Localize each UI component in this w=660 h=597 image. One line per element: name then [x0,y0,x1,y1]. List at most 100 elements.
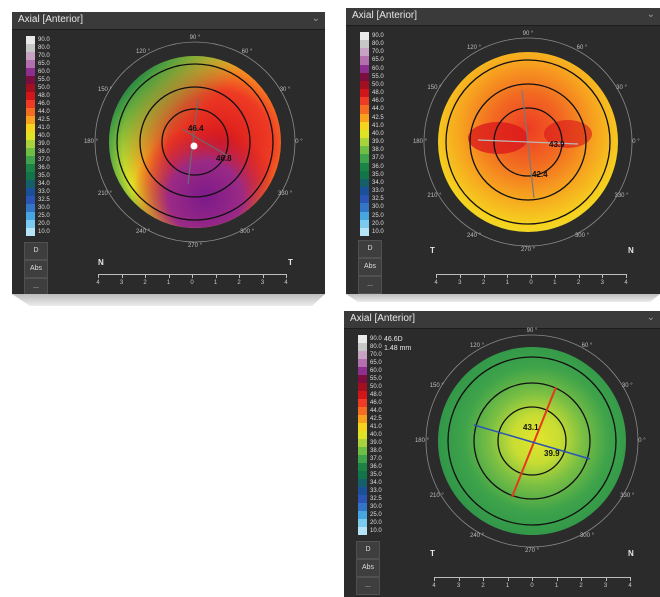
scale-swatch [358,495,367,503]
scale-swatch [360,105,369,114]
corneal-map[interactable] [90,34,300,244]
angle-label: 300 ° [574,232,590,239]
ruler-tick [507,274,509,278]
diopter-button[interactable]: D [24,242,48,260]
scale-label: 20.0 [38,221,50,227]
abs-scale-button[interactable]: Abs [356,559,380,577]
color-scale: 90.0 80.0 70.0 65.0 60.0 55.0 50.0 48.0 46.0 44.0… [26,36,50,236]
scale-swatch [358,447,367,455]
scale-label: 41.0 [370,424,382,430]
scale-swatch [358,519,367,527]
chevron-down-icon[interactable]: ⌄ [646,9,655,20]
scale-label: 42.5 [370,416,382,422]
scale-label: 90.0 [38,37,50,43]
corneal-map[interactable] [418,30,638,250]
ruler-tick-label: 0 [190,280,194,286]
scale-swatch [358,415,367,423]
scale-swatch [26,188,35,196]
angle-label: 240 ° [466,232,482,239]
ruler-tick-label: 1 [166,280,171,286]
angle-label: 240 ° [135,229,151,236]
scale-label: 10.0 [372,228,384,235]
chevron-down-icon[interactable]: ⌄ [311,13,320,24]
ruler-tick [215,274,217,278]
panel-title-bar[interactable]: Axial [Anterior] ⌄ [346,8,660,26]
topography-panel-3: Axial [Anterior] ⌄ 90.0 80.0 70.0 65.0 60.0 5… [344,311,660,597]
scale-label: 48.0 [38,93,50,99]
more-options-button[interactable]: ... [356,577,380,595]
scale-label: 38.0 [38,149,50,155]
scale-label: 40.0 [372,130,384,137]
scale-swatch [360,56,369,65]
more-options-button[interactable]: ... [24,278,48,294]
scale-swatch [26,92,35,100]
scale-label: 32.5 [38,197,50,203]
map-value-flat: 39.9 [544,449,560,458]
ruler-tick [458,577,460,581]
scale-swatch [26,140,35,148]
angle-label: 150 ° [427,85,442,91]
ruler-tick [602,274,604,278]
scale-label: 34.0 [372,179,384,186]
scale-swatch [360,146,369,155]
scale-swatch [360,32,369,41]
scale-swatch [358,527,367,535]
scale-label: 90.0 [370,336,382,342]
angle-label: 120 ° [135,48,151,55]
angle-label: 120 ° [466,45,482,52]
scale-label: 32.5 [370,496,382,502]
panel-shadow [12,294,325,306]
map-value-steep: 42.4 [532,170,548,179]
angle-label: 210 ° [97,191,112,197]
scale-swatch [26,156,35,164]
scale-swatch [360,40,369,49]
ruler-tick [578,274,580,278]
scale-swatch [26,60,35,68]
scale-swatch [358,351,367,359]
chevron-down-icon[interactable]: ⌄ [646,312,655,323]
scale-swatch [360,227,369,236]
scale-swatch [360,170,369,179]
scale-label: 65.0 [38,61,50,67]
scale-swatch [26,164,35,172]
scale-label: 80.0 [372,41,384,48]
ruler-tick-label: 1 [213,280,218,286]
scale-label: 36.0 [370,464,382,470]
diopter-button[interactable]: D [358,240,382,258]
scale-label: 34.0 [370,480,382,486]
angle-label: 90 ° [189,35,201,41]
more-options-button[interactable]: ... [358,276,382,294]
scale-swatch [358,359,367,367]
ruler-tick [581,577,582,581]
ruler-tick [532,577,533,581]
scale-swatch [26,44,35,52]
scale-swatch [358,375,367,383]
ruler-tick [145,274,146,278]
scale-swatch [360,48,369,57]
panel-title-bar[interactable]: Axial [Anterior] ⌄ [12,12,325,30]
panel-title-bar[interactable]: Axial [Anterior] ⌄ [344,311,660,329]
scale-label: 33.0 [372,188,384,195]
scale-label: 41.0 [38,125,50,131]
ruler-tick-label: 1 [505,280,509,286]
scale-swatch [360,129,369,139]
scale-swatch [360,138,369,147]
diopter-button[interactable]: D [356,541,380,559]
ruler-tick [98,274,99,278]
scale-swatch [358,503,367,511]
scale-label: 38.0 [372,147,384,154]
scale-swatch [358,407,367,415]
scale-swatch [26,84,35,92]
corneal-map[interactable] [422,329,642,549]
scale-swatch [26,52,35,60]
scale-label: 50.0 [38,85,50,91]
abs-scale-button[interactable]: Abs [24,260,48,278]
scale-label: 65.0 [370,360,382,366]
angle-label: 180 ° [414,438,430,444]
map-value-steep: 46.4 [188,124,204,133]
scale-swatch [360,211,369,220]
scale-label: 44.0 [372,106,384,113]
angle-label: 120 ° [469,342,485,349]
abs-scale-button[interactable]: Abs [358,258,382,276]
angle-label: 60 ° [241,48,253,55]
